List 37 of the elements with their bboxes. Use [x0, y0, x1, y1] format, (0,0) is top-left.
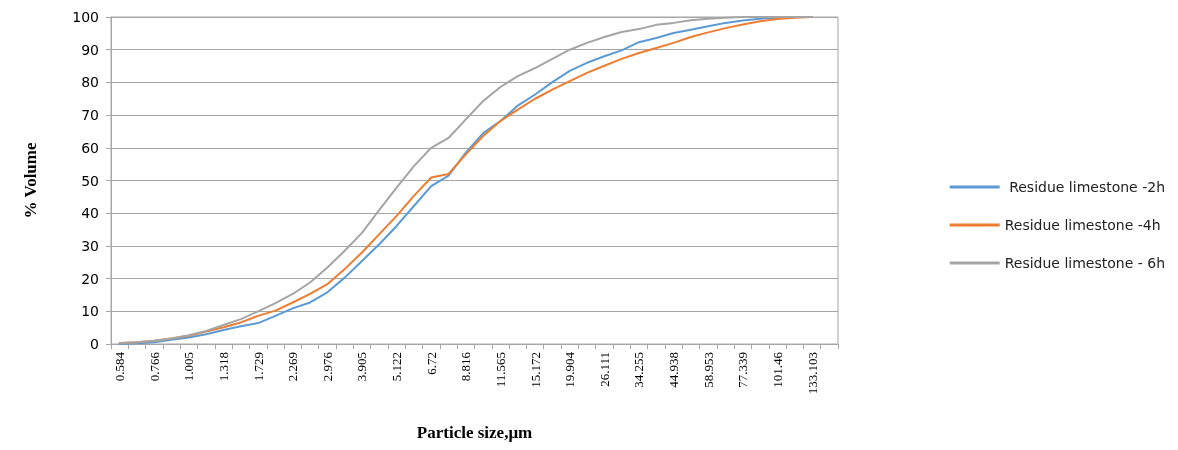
- y-tick-label: 70: [81, 107, 99, 124]
- x-tick-label: 1.729: [250, 352, 266, 382]
- legend-label: Residue limestone -2h: [1004, 179, 1166, 195]
- x-tick-label: 44.938: [666, 352, 682, 388]
- x-tick-label: 8.816: [458, 351, 474, 382]
- x-tick-label: 2.269: [285, 352, 301, 382]
- y-tick-label: 40: [81, 205, 99, 222]
- x-axis-title: Particle size,μm: [416, 423, 533, 442]
- y-tick-label: 50: [81, 172, 99, 189]
- x-tick-label: 34.255: [631, 352, 647, 388]
- x-tick-label: 6.72: [423, 352, 439, 375]
- y-tick-label: 80: [81, 74, 99, 91]
- x-tick-label: 1.318: [216, 352, 232, 382]
- x-tick-label: 15.172: [527, 352, 543, 388]
- y-tick-label: 30: [81, 237, 99, 254]
- x-tick-label: 133.103: [804, 352, 820, 395]
- y-tick-label: 10: [81, 303, 99, 320]
- y-tick-label: 90: [81, 41, 99, 58]
- x-tick-label: 11.565: [492, 352, 508, 388]
- x-tick-label: 5.122: [389, 352, 405, 382]
- y-tick-label: 0: [90, 336, 99, 352]
- y-tick-label: 100: [72, 9, 99, 25]
- y-tick-label: 60: [81, 139, 99, 156]
- x-tick-label: 0.584: [112, 351, 128, 382]
- y-axis-title: % Volume: [21, 142, 40, 219]
- y-tick-label: 20: [81, 270, 99, 287]
- x-tick-label: 2.976: [319, 351, 335, 382]
- x-tick-label: 19.904: [562, 351, 578, 388]
- x-tick-label: 0.766: [146, 351, 162, 382]
- x-tick-label: 1.005: [181, 352, 197, 382]
- x-tick-label: 26.111: [596, 352, 612, 387]
- legend-label: Residue limestone -4h: [1004, 217, 1161, 233]
- x-tick-label: 58.953: [700, 352, 716, 388]
- legend-label: Residue limestone - 6h: [1004, 255, 1166, 271]
- x-tick-label: 101.46: [769, 351, 785, 388]
- x-tick-label: 77.339: [735, 352, 751, 388]
- x-tick-label: 3.905: [354, 352, 370, 382]
